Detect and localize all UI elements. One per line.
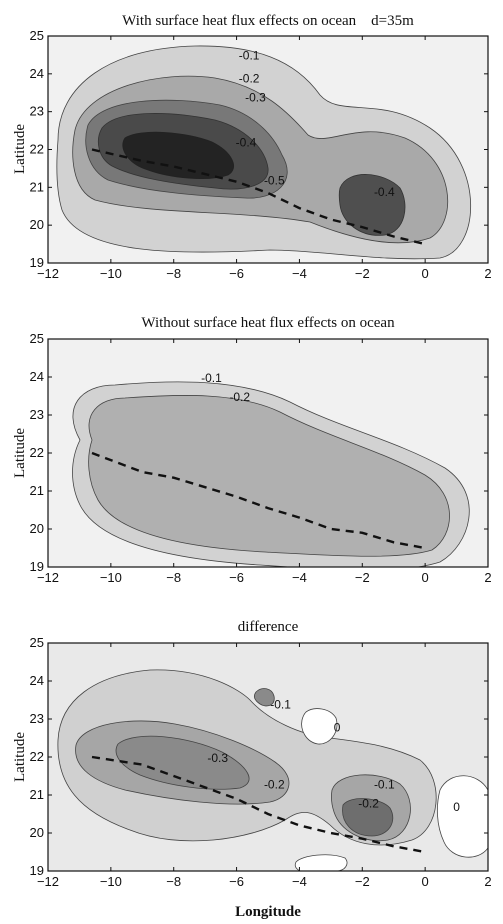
- x-tick-label: −2: [355, 570, 370, 585]
- contour-label: 0: [453, 800, 460, 814]
- y-tick-label: 25: [30, 635, 44, 650]
- panel-with-heat-flux: With surface heat flux effects on ocean …: [12, 13, 492, 281]
- contour-labels: -0.1 0 -0.3 -0.2 -0.1 -0.2 0: [207, 698, 460, 815]
- contour-label: -0.1: [239, 49, 260, 63]
- x-tick-label: −4: [292, 874, 307, 889]
- contour-fill-level-0.2: [88, 395, 450, 557]
- x-tick-label: −4: [292, 266, 307, 281]
- axes: −12 −10 −8 −6 −4 −2 0 2 19 20 21 22 23 24 25: [30, 28, 492, 281]
- y-tick-label: 19: [30, 255, 44, 270]
- contour-fill-level-0.4-east: [338, 174, 406, 236]
- x-tick-label: −10: [100, 570, 122, 585]
- panel-title: Without surface heat flux effects on oce…: [141, 315, 395, 331]
- contour-fill-level-0.1-blob: [253, 688, 275, 707]
- panel-without-heat-flux: Without surface heat flux effects on oce…: [12, 315, 492, 585]
- contour-label: -0.5: [264, 174, 285, 188]
- x-tick-label: −10: [100, 874, 122, 889]
- contour-label: -0.3: [207, 751, 228, 765]
- contour-labels: -0.1 -0.2: [201, 371, 250, 404]
- x-tick-label: 2: [484, 570, 491, 585]
- x-tick-label: 0: [422, 266, 429, 281]
- contour-label: -0.3: [245, 90, 266, 104]
- y-tick-label: 22: [30, 142, 44, 157]
- track-line: [91, 148, 426, 246]
- x-tick-label: −8: [166, 266, 181, 281]
- contour-fill-level-0.5: [122, 131, 234, 179]
- y-axis-label: Latitude: [12, 124, 28, 174]
- y-tick-label: 20: [30, 825, 44, 840]
- contour-fills: [56, 45, 472, 260]
- contour-label: 0: [334, 720, 341, 734]
- contour-label: -0.2: [264, 777, 285, 791]
- panel-title: With surface heat flux effects on ocean …: [122, 13, 414, 29]
- y-tick-label: 23: [30, 407, 44, 422]
- x-tick-label: −6: [229, 570, 244, 585]
- x-tick-label: −2: [355, 266, 370, 281]
- track-line: [91, 451, 426, 550]
- y-tick-label: 25: [30, 28, 44, 43]
- y-axis-label: Latitude: [12, 428, 28, 478]
- y-tick-label: 20: [30, 521, 44, 536]
- x-tick-label: −10: [100, 266, 122, 281]
- contour-label: -0.2: [239, 71, 260, 85]
- track-line: [91, 755, 426, 854]
- y-tick-label: 19: [30, 863, 44, 878]
- x-tick-label: 0: [422, 570, 429, 585]
- contour-label: -0.2: [229, 390, 250, 404]
- y-tick-label: 21: [30, 483, 44, 498]
- contour-fill-zero-east: [436, 775, 488, 858]
- x-tick-label: 2: [484, 874, 491, 889]
- contour-fill-zero-north: [301, 708, 338, 745]
- y-tick-label: 21: [30, 179, 44, 194]
- y-tick-label: 19: [30, 559, 44, 574]
- x-tick-label: 0: [422, 874, 429, 889]
- x-tick-label: −12: [37, 570, 59, 585]
- contour-label: -0.1: [374, 777, 395, 791]
- x-tick-label: −4: [292, 570, 307, 585]
- y-tick-label: 24: [30, 369, 44, 384]
- y-tick-label: 21: [30, 787, 44, 802]
- contour-label: -0.4: [236, 136, 257, 150]
- x-tick-label: −2: [355, 874, 370, 889]
- contour-label: -0.2: [358, 796, 379, 810]
- x-tick-label: −8: [166, 874, 181, 889]
- contour-fill-level-0.2: [115, 735, 250, 790]
- y-axis-label: Latitude: [12, 732, 28, 782]
- x-tick-label: −6: [229, 874, 244, 889]
- y-tick-label: 25: [30, 331, 44, 346]
- x-tick-label: −12: [37, 266, 59, 281]
- contour-fills: [57, 669, 488, 871]
- contour-fills: [72, 381, 470, 567]
- y-tick-label: 22: [30, 445, 44, 460]
- x-tick-label: −6: [229, 266, 244, 281]
- contour-fill-zero-south: [294, 854, 348, 871]
- x-axis-label: Longitude: [235, 904, 301, 920]
- axes: −12 −10 −8 −6 −4 −2 0 2 19 20 21 22 23 24 25: [30, 331, 492, 585]
- panel-title: difference: [238, 619, 299, 635]
- y-tick-label: 24: [30, 66, 44, 81]
- contour-label: -0.1: [270, 698, 291, 712]
- panel-difference: difference -0.1 0 -0.3 -0.2 -0.1 -0.2 0 −12 −10…: [12, 619, 492, 920]
- y-tick-label: 20: [30, 217, 44, 232]
- x-tick-label: −8: [166, 570, 181, 585]
- y-tick-label: 24: [30, 673, 44, 688]
- axes: −12 −10 −8 −6 −4 −2 0 2 19 20 21 22 23 24 25: [30, 635, 492, 889]
- contour-labels: -0.1 -0.2 -0.3 -0.4 -0.5 -0.4: [236, 49, 395, 199]
- x-tick-label: 2: [484, 266, 491, 281]
- y-tick-label: 23: [30, 711, 44, 726]
- contour-label: -0.1: [201, 371, 222, 385]
- contour-fill-level-0.2-east: [342, 798, 394, 837]
- contour-label: -0.4: [374, 185, 395, 199]
- y-tick-label: 23: [30, 104, 44, 119]
- x-tick-label: −12: [37, 874, 59, 889]
- y-tick-label: 22: [30, 749, 44, 764]
